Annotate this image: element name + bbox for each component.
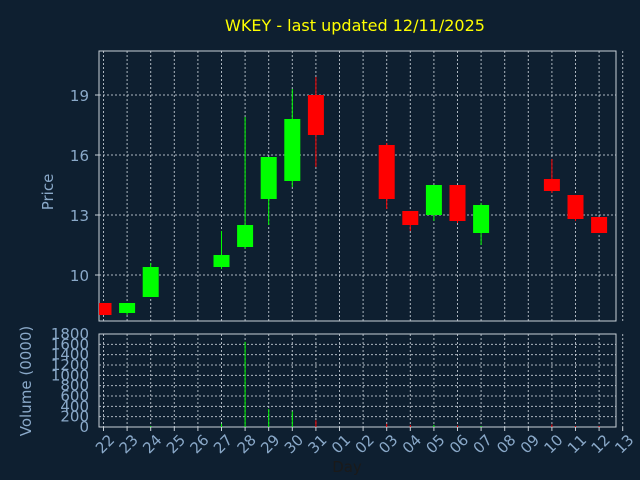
price-grid: [99, 51, 624, 321]
candle-body: [237, 225, 254, 247]
candle-body: [449, 185, 466, 221]
volume-tick-label: 600: [60, 387, 89, 405]
price-y-ticks: 10 13 16 19: [70, 87, 99, 285]
volume-tick-label: 0: [79, 418, 89, 436]
volume-tick-label: 1000: [51, 366, 89, 384]
volume-tick-label: 400: [60, 397, 89, 415]
candles: [99, 77, 608, 315]
candle-body: [213, 255, 230, 267]
price-tick-label: 13: [70, 207, 89, 225]
volume-panel-frame: [98, 333, 617, 428]
volume-tick-label: 800: [60, 377, 89, 395]
candle-body: [99, 303, 112, 315]
volume-axis-label: Volume (0000): [17, 326, 35, 436]
candle-body: [284, 119, 301, 181]
candle-body: [567, 195, 584, 219]
candle-body: [591, 217, 608, 233]
candle-body: [473, 205, 490, 233]
volume-tick-label: 1200: [51, 356, 89, 374]
volume-bars: [150, 341, 600, 427]
candle-body: [425, 185, 442, 215]
price-tick-label: 19: [70, 87, 89, 105]
candle-body: [142, 267, 159, 297]
candle-body: [307, 95, 324, 135]
candle-body: [543, 179, 560, 191]
volume-tick-label: 1600: [51, 335, 89, 353]
volume-tick-label: 1400: [51, 346, 89, 364]
volume-tick-label: 200: [60, 408, 89, 426]
chart-title: WKEY - last updated 12/11/2025: [225, 16, 485, 35]
price-axis-label: Price: [39, 174, 57, 211]
candle-body: [119, 303, 136, 313]
price-tick-label: 10: [70, 267, 89, 285]
candle-body: [378, 145, 395, 199]
candle-body: [402, 211, 419, 225]
x-axis-label: Day: [332, 458, 362, 476]
volume-tick-label: 1800: [51, 325, 89, 343]
price-panel-frame: [98, 50, 617, 322]
price-tick-label: 16: [70, 147, 89, 165]
candle-body: [260, 157, 277, 199]
